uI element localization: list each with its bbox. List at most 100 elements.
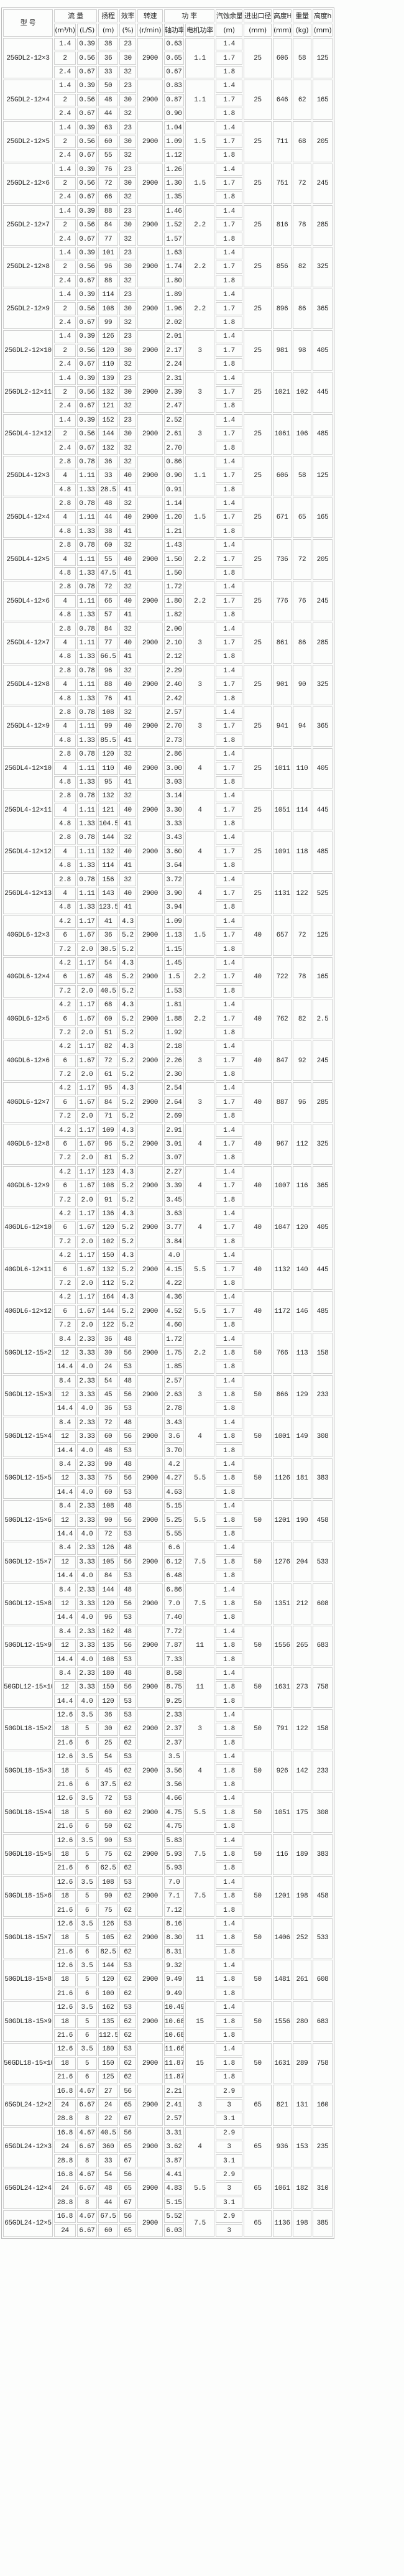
efficiency: 5.2 <box>119 943 137 956</box>
weight-cell: 280 <box>293 2001 312 2042</box>
table-row: 25GDL2-12×11 1.4 0.39 139 23 2900 2.31 3 1.4 25 10… <box>3 372 333 413</box>
head: 60 <box>98 2224 119 2237</box>
flow-ls: 8 <box>77 2113 98 2126</box>
height-h-cell: 160 <box>313 2085 333 2126</box>
head: 150 <box>98 2057 119 2070</box>
flow-ls: 2.33 <box>77 1416 98 1430</box>
flow-m3h: 18 <box>54 1723 76 1736</box>
model-cell: 50GDL18-15×7 <box>3 1917 53 1958</box>
header-unit: 轴功率 <box>164 24 185 37</box>
head: 66.5 <box>98 651 119 664</box>
efficiency: 32 <box>119 664 137 677</box>
shaft-power: 2.63 <box>164 1388 185 1402</box>
height-H-cell: 1201 <box>273 1500 292 1541</box>
speed-cell: 2900 <box>137 1959 163 2001</box>
npsh: 1.4 <box>216 1249 243 1263</box>
flow-ls: 4.0 <box>77 1611 98 1624</box>
efficiency: 5.2 <box>119 1012 137 1026</box>
table-row: 50GDL18-15×8 12.6 3.5 144 53 2900 9.32 11 1.4 50 1… <box>3 1959 333 2001</box>
npsh: 1.4 <box>216 1040 243 1054</box>
flow-m3h: 4 <box>54 678 76 692</box>
npsh: 1.4 <box>216 1625 243 1638</box>
table-row: 6 1.67 48 5.2 1.5 1.7 <box>3 971 333 984</box>
flow-m3h: 24 <box>54 2140 76 2154</box>
efficiency: 48 <box>119 1542 137 1555</box>
efficiency: 40 <box>119 553 137 566</box>
head: 54 <box>98 957 119 970</box>
efficiency: 53 <box>119 1792 137 1805</box>
table-row: 2 0.56 60 30 1.09 1.7 <box>3 135 333 149</box>
table-row: 2 0.56 96 30 1.74 1.7 <box>3 261 333 274</box>
flow-m3h: 2 <box>54 135 76 149</box>
diameter-cell: 50 <box>244 1374 272 1415</box>
motor-power-cell: 3 <box>185 1374 215 1415</box>
weight-cell: 86 <box>293 289 312 330</box>
flow-ls: 1.33 <box>77 525 98 539</box>
weight-cell: 212 <box>293 1583 312 1624</box>
flow-ls: 5 <box>77 1973 98 1986</box>
head: 36 <box>98 1402 119 1415</box>
flow-m3h: 4.8 <box>54 859 76 873</box>
height-h-cell: 405 <box>313 1207 333 1248</box>
npsh: 1.4 <box>216 1917 243 1931</box>
header-npsh: 汽蚀余量 <box>216 9 243 22</box>
flow-m3h: 2.8 <box>54 706 76 720</box>
efficiency: 5.2 <box>119 1221 137 1235</box>
flow-m3h: 8.4 <box>54 1416 76 1430</box>
efficiency: 4.3 <box>119 957 137 970</box>
head: 105 <box>98 1555 119 1568</box>
efficiency: 53 <box>119 1917 137 1931</box>
efficiency: 53 <box>119 1751 137 1764</box>
npsh: 1.4 <box>216 372 243 385</box>
weight-cell: 181 <box>293 1458 312 1499</box>
weight-cell: 265 <box>293 1625 312 1666</box>
table-row: 14.4 4.0 120 53 9.25 1.8 <box>3 1695 333 1708</box>
npsh: 1.7 <box>216 1054 243 1067</box>
weight-cell: 129 <box>293 1374 312 1415</box>
model-cell: 25GDL4-12×11 <box>3 790 53 831</box>
npsh: 1.4 <box>216 1165 243 1179</box>
table-row: 4.8 1.33 95 41 3.03 1.8 <box>3 776 333 789</box>
npsh: 1.8 <box>216 1346 243 1360</box>
flow-ls: 2.0 <box>77 1152 98 1165</box>
flow-ls: 6 <box>77 1945 98 1958</box>
npsh: 1.4 <box>216 915 243 928</box>
efficiency: 48 <box>119 1500 137 1513</box>
npsh: 1.4 <box>216 623 243 636</box>
shaft-power: 9.49 <box>164 1973 185 1986</box>
npsh: 1.8 <box>216 2057 243 2070</box>
head: 55 <box>98 149 119 162</box>
height-H-cell: 751 <box>273 163 292 204</box>
diameter-cell: 25 <box>244 121 272 162</box>
model-cell: 50GDL12-15×7 <box>3 1542 53 1583</box>
diameter-cell: 25 <box>244 246 272 288</box>
npsh: 1.4 <box>216 1124 243 1137</box>
npsh: 1.4 <box>216 163 243 176</box>
weight-cell: 82 <box>293 998 312 1040</box>
npsh: 1.8 <box>216 442 243 455</box>
speed-cell: 2900 <box>137 289 163 330</box>
head: 84 <box>98 623 119 636</box>
table-row: 4.8 1.33 123.5 41 3.94 1.8 <box>3 901 333 914</box>
height-H-cell: 861 <box>273 623 292 664</box>
flow-m3h: 14.4 <box>54 1653 76 1666</box>
flow-ls: 1.67 <box>77 1180 98 1193</box>
shaft-power: 3.64 <box>164 859 185 873</box>
shaft-power: 8.75 <box>164 1681 185 1694</box>
efficiency: 40 <box>119 720 137 733</box>
height-H-cell: 762 <box>273 998 292 1040</box>
model-cell: 65GDL24-12×4 <box>3 2168 53 2209</box>
flow-m3h: 8.4 <box>54 1625 76 1638</box>
diameter-cell: 65 <box>244 2085 272 2126</box>
flow-ls: 4.0 <box>77 1361 98 1374</box>
weight-cell: 118 <box>293 832 312 873</box>
npsh: 1.8 <box>216 776 243 789</box>
efficiency: 56 <box>119 1430 137 1443</box>
efficiency: 67 <box>119 2113 137 2126</box>
flow-ls: 2.0 <box>77 943 98 956</box>
flow-m3h: 2.8 <box>54 581 76 594</box>
flow-ls: 2.33 <box>77 1374 98 1388</box>
npsh: 1.8 <box>216 1361 243 1374</box>
weight-cell: 114 <box>293 790 312 831</box>
shaft-power: 2.37 <box>164 1723 185 1736</box>
